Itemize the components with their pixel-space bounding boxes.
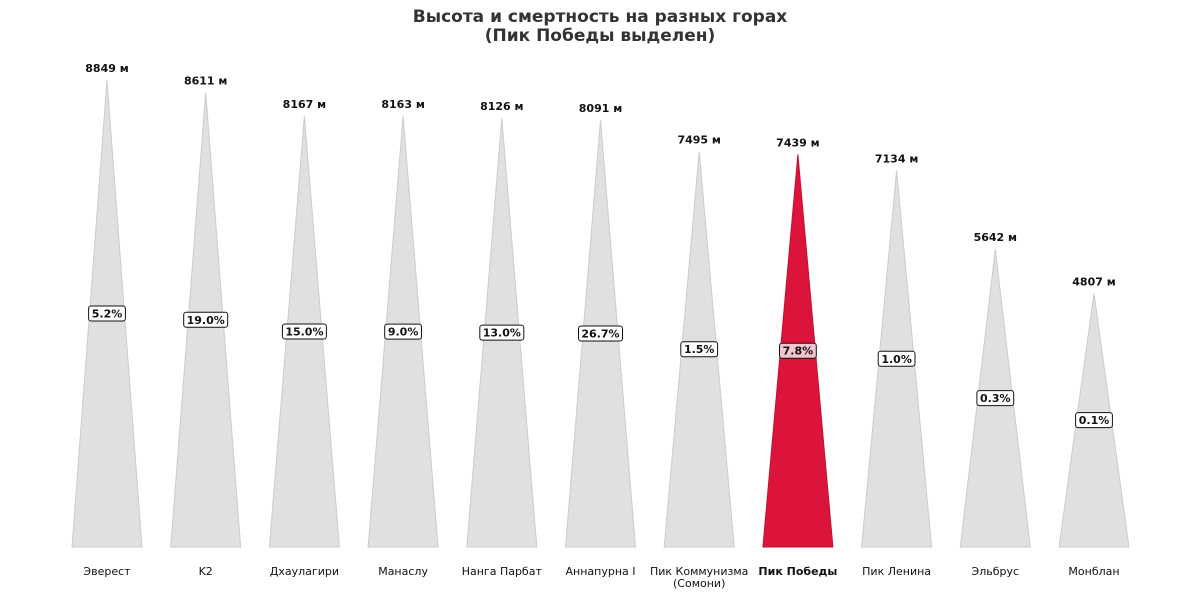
category-label: Аннапурна I [565, 565, 635, 578]
mountain-marks: 8849 м 5.2% Эверест 8611 м 19.0% K2 8167 м 15.0… [71, 62, 1130, 590]
category-label: (Сомони) [673, 577, 725, 590]
rate-label-box [680, 341, 719, 358]
category-label: Дхаулагири [270, 565, 339, 578]
rate-label-box [877, 350, 916, 367]
rate-label-box [779, 342, 817, 359]
rate-label: 0.3% [980, 392, 1011, 405]
category-label: Эльбрус [972, 565, 1020, 578]
category-label: Манаслу [378, 565, 428, 578]
category-label: Эверест [83, 565, 131, 578]
height-label: 5642 м [974, 231, 1017, 244]
category-label: K2 [199, 565, 213, 578]
rate-label-box [479, 324, 525, 341]
chart-subtitle: (Пик Победы выделен) [485, 26, 716, 46]
chart-title: Высота и смертность на разных горах [413, 7, 788, 27]
rate-label: 13.0% [483, 327, 521, 340]
rate-label-box [578, 325, 623, 342]
rate-label: 5.2% [92, 308, 123, 321]
rate-label-box [88, 305, 126, 322]
rate-label: 19.0% [187, 314, 225, 327]
category-label: Пик Коммунизма [650, 565, 748, 578]
rate-label: 15.0% [285, 325, 323, 338]
rate-label-box [384, 323, 423, 340]
height-label: 8091 м [579, 102, 622, 115]
height-label: 8849 м [85, 62, 128, 75]
rate-label: 26.7% [581, 328, 619, 341]
rate-label-box [976, 390, 1015, 407]
rate-label: 7.8% [783, 345, 814, 358]
rate-label: 9.0% [388, 326, 419, 339]
height-label: 8167 м [283, 98, 326, 111]
height-label: 7134 м [875, 153, 918, 166]
height-label: 8163 м [381, 98, 424, 111]
height-label: 8611 м [184, 75, 227, 88]
height-label: 8126 м [480, 100, 523, 113]
height-label: 7439 м [776, 136, 819, 149]
rate-label-box [281, 323, 327, 340]
category-label: Нанга Парбат [462, 565, 543, 578]
rate-label: 0.1% [1079, 414, 1110, 427]
rate-label-box [1075, 412, 1113, 429]
height-label: 4807 м [1072, 275, 1115, 288]
category-label: Монблан [1068, 565, 1119, 578]
rate-label: 1.5% [684, 343, 715, 356]
category-label: Пик Ленина [862, 565, 931, 578]
rate-label: 1.0% [881, 353, 912, 366]
rate-label-box [183, 311, 229, 328]
height-label: 7495 м [677, 133, 720, 146]
category-label: Пик Победы [758, 565, 837, 578]
